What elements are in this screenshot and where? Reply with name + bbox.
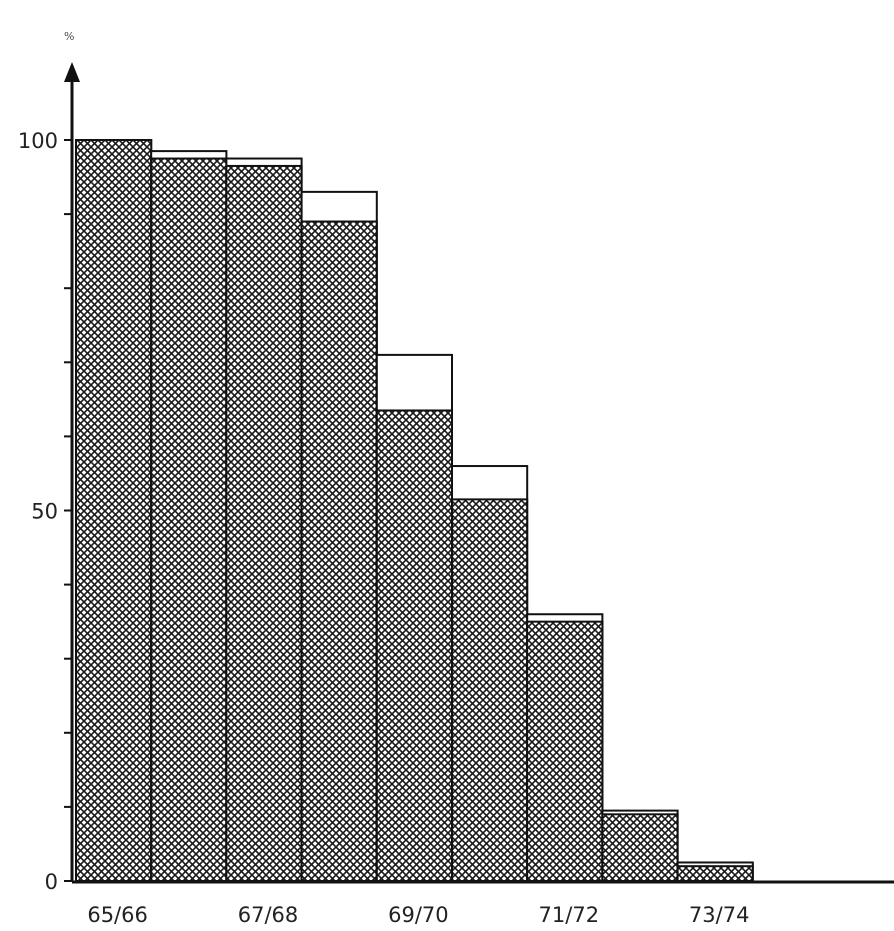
x-tick-label-65-66: 65/66 [87,903,148,927]
bar-hatched-72-73 [601,813,679,882]
bars-group [75,139,754,883]
x-tick-label-73-74: 73/74 [689,903,750,927]
bar-hatched-73-74 [676,865,754,882]
bar-hatched-68-69 [300,220,378,882]
y-tick-label-0: 0 [45,870,58,894]
bar-hatched-70-71 [451,498,529,882]
bar-hatched-67-68 [225,164,303,882]
y-axis-label: % [64,30,74,43]
x-tick-labels: 65/66 67/68 69/70 71/72 73/74 [87,903,749,927]
bar-hatched-71-72 [526,620,604,883]
x-tick-label-67-68: 67/68 [238,903,299,927]
x-tick-label-69-70: 69/70 [388,903,449,927]
y-axis-arrow-icon [64,62,80,82]
axes [64,62,894,884]
bar-hatched-66-67 [150,157,228,882]
y-ticks: 0 50 100 [18,129,72,894]
bar-hatched-69-70 [375,409,453,882]
bar-hatched-65-66 [75,139,153,882]
x-tick-label-71-72: 71/72 [539,903,600,927]
y-tick-label-100: 100 [18,129,58,153]
y-tick-label-50: 50 [31,500,58,524]
